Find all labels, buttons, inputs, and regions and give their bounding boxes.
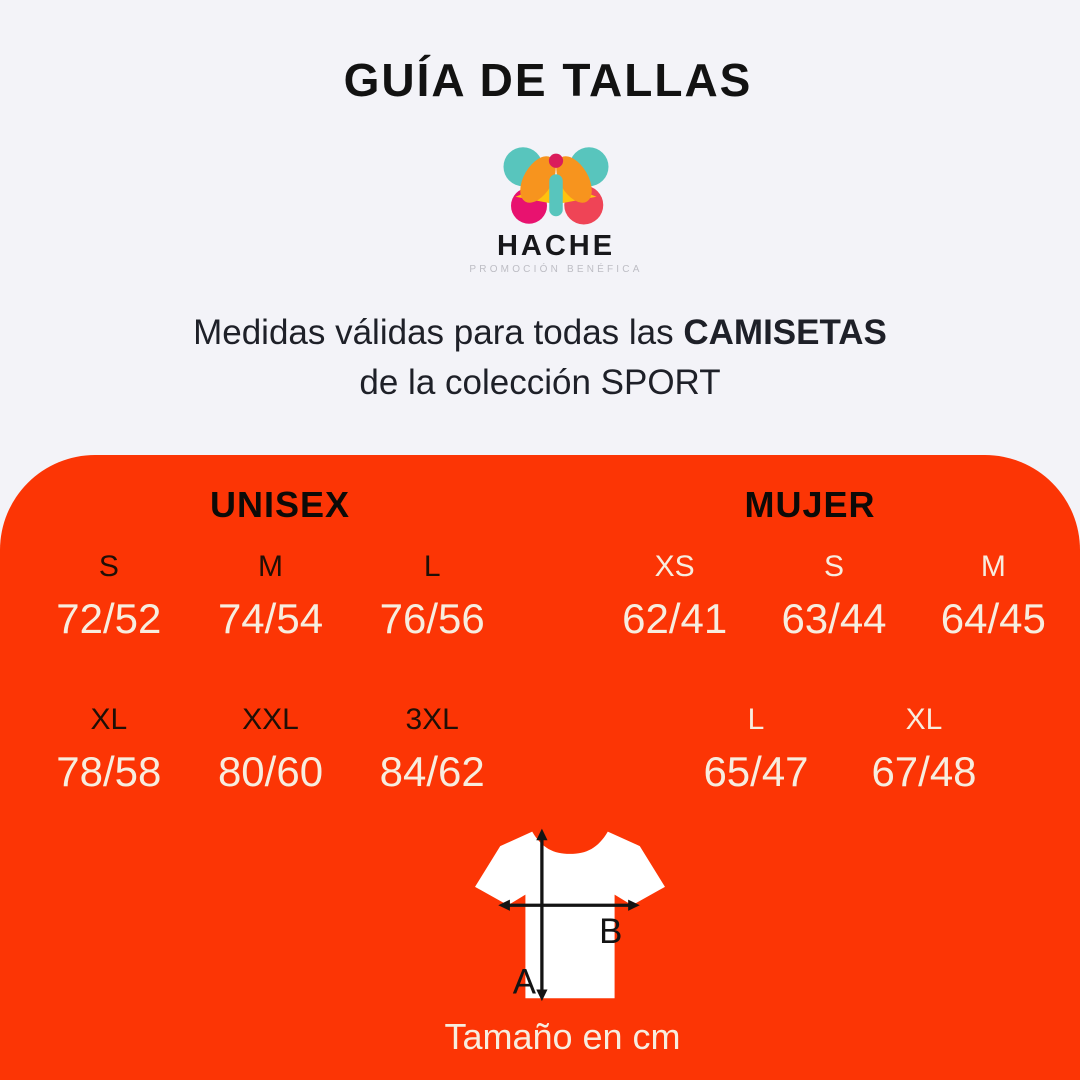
size-value: 63/44 [781, 595, 887, 642]
size-cell-unisex-m: M 74/54 [190, 548, 352, 642]
size-cell-mujer-l: L 65/47 [672, 701, 840, 795]
size-cell-unisex-l: L 76/56 [351, 548, 513, 642]
unisex-row-1: S 72/52 M 74/54 L 76/56 [28, 548, 513, 642]
size-label: XL [905, 703, 943, 736]
size-cell-unisex-s: S 72/52 [28, 548, 190, 642]
size-cell-unisex-3xl: 3XL 84/62 [351, 701, 513, 795]
width-arrow [498, 899, 640, 911]
size-cell-mujer-s: S 63/44 [754, 548, 913, 642]
size-cell-mujer-xl: XL 67/48 [840, 701, 1008, 795]
width-label-b: B [599, 912, 622, 951]
page-title: GUÍA DE TALLAS [343, 54, 753, 106]
size-cell-unisex-xxl: XXL 80/60 [190, 701, 352, 795]
intro-line2: de la colección SPORT [359, 363, 721, 402]
butterfly-body [549, 174, 563, 217]
size-cell-unisex-xl: XL 78/58 [28, 701, 190, 795]
intro-line1-regular: Medidas válidas para todas las [193, 313, 674, 352]
butterfly-logo-icon [503, 147, 609, 225]
size-label: XS [654, 550, 695, 583]
size-value: 64/45 [940, 595, 1046, 642]
size-value: 72/52 [56, 595, 162, 642]
size-cell-mujer-m: M 64/45 [914, 548, 1073, 642]
size-value: 65/47 [703, 748, 809, 795]
intro-text: Medidas válidas para todas las CAMISETAS… [0, 308, 1080, 408]
mujer-header: MUJER [744, 484, 876, 525]
size-value: 74/54 [217, 595, 324, 642]
size-label: S [823, 550, 844, 583]
height-arrow [536, 828, 548, 1002]
size-label: M [980, 550, 1006, 583]
size-label: XL [90, 703, 128, 736]
size-cell-mujer-xs: XS 62/41 [595, 548, 754, 642]
measurement-diagram: A B [468, 818, 672, 1008]
size-label: M [258, 550, 283, 583]
brand-tagline: PROMOCIÓN BENÉFICA [469, 264, 643, 275]
butterfly-petal-right [556, 156, 592, 203]
butterfly-head-dot [548, 153, 564, 168]
size-label: L [423, 550, 441, 583]
height-label-a: A [513, 962, 537, 1001]
mujer-row-2: L 65/47 XL 67/48 [672, 701, 1008, 795]
mujer-row-1: XS 62/41 S 63/44 M 64/45 [595, 548, 1073, 642]
size-label: L [747, 703, 765, 736]
butterfly-petal-left [520, 156, 556, 203]
intro-line1: Medidas válidas para todas las CAMISETAS [193, 313, 887, 352]
units-note: Tamaño en cm [444, 1016, 681, 1057]
unisex-row-2: XL 78/58 XXL 80/60 3XL 84/62 [28, 701, 513, 795]
brand-name: HACHE [496, 230, 616, 262]
size-value: 67/48 [871, 748, 977, 795]
size-label: S [98, 550, 119, 583]
size-label: XXL [242, 703, 299, 736]
tshirt-shape [475, 831, 665, 999]
size-value: 84/62 [379, 748, 485, 795]
tshirt-icon: A B [475, 828, 665, 1002]
size-value: 78/58 [56, 748, 162, 795]
intro-line1-bold: CAMISETAS [683, 313, 887, 352]
size-chart-panel: UNISEX MUJER S 72/52 M 74/54 L 76/56 XS … [0, 455, 1080, 1080]
size-value: 76/56 [379, 595, 485, 642]
size-label: 3XL [405, 703, 459, 736]
brand-logo: HACHE PROMOCIÓN BENÉFICA [16, 144, 1080, 276]
size-value: 62/41 [622, 595, 728, 642]
size-value: 80/60 [217, 748, 324, 795]
unisex-header: UNISEX [209, 484, 351, 525]
